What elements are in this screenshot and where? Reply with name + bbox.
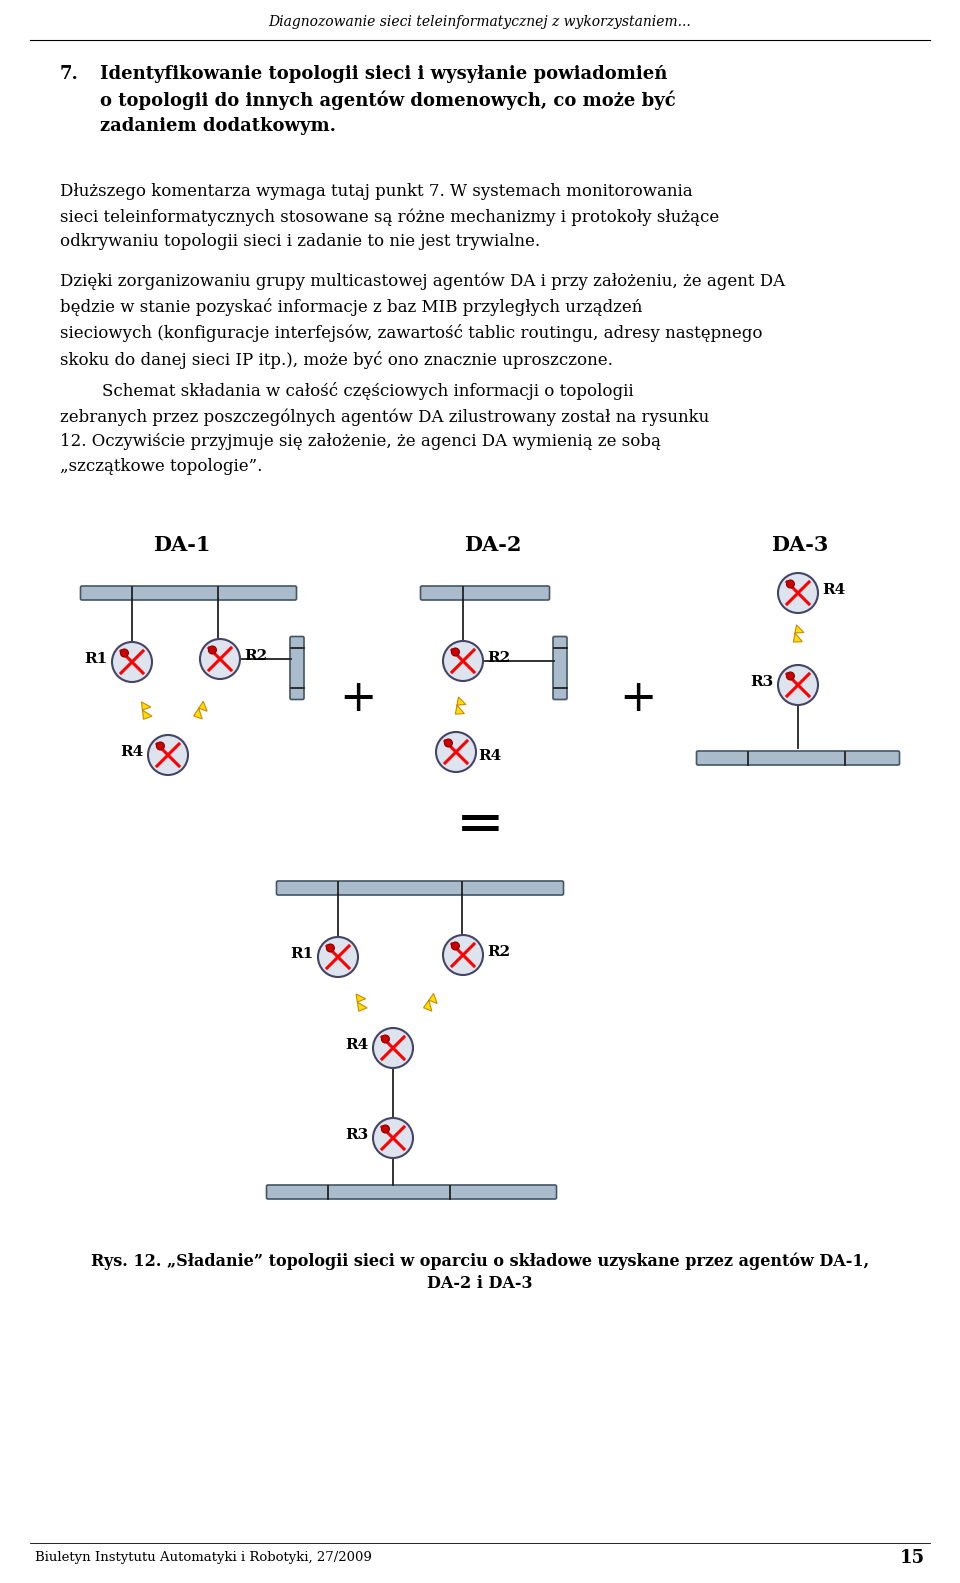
Circle shape (112, 643, 152, 682)
FancyBboxPatch shape (420, 586, 549, 600)
Circle shape (381, 1035, 390, 1043)
FancyBboxPatch shape (290, 636, 304, 700)
Text: R2: R2 (487, 651, 510, 665)
Text: Biuletyn Instytutu Automatyki i Robotyki, 27/2009: Biuletyn Instytutu Automatyki i Robotyki… (35, 1551, 372, 1564)
Circle shape (786, 579, 795, 587)
Text: =: = (456, 796, 504, 853)
Text: Identyfikowanie topologii sieci i wysyłanie powiadomień
o topologii do innych ag: Identyfikowanie topologii sieci i wysyła… (100, 65, 676, 135)
Text: DA-2 i DA-3: DA-2 i DA-3 (427, 1274, 533, 1292)
FancyBboxPatch shape (267, 1186, 557, 1198)
Text: +: + (339, 676, 376, 720)
Text: R3: R3 (751, 674, 774, 689)
Circle shape (786, 673, 795, 681)
Text: R3: R3 (346, 1129, 369, 1141)
Circle shape (200, 640, 240, 679)
Polygon shape (141, 701, 152, 719)
Circle shape (120, 649, 129, 657)
Text: 15: 15 (900, 1550, 925, 1567)
Text: +: + (619, 676, 657, 720)
Text: DA-1: DA-1 (154, 535, 211, 556)
Polygon shape (423, 994, 437, 1012)
FancyBboxPatch shape (81, 586, 297, 600)
Circle shape (443, 936, 483, 975)
Circle shape (778, 665, 818, 704)
Text: Dzięki zorganizowaniu grupy multicastowej agentów DA i przy założeniu, że agent : Dzięki zorganizowaniu grupy multicastowe… (60, 272, 785, 369)
Text: R4: R4 (346, 1038, 369, 1053)
Text: R1: R1 (291, 947, 314, 961)
Polygon shape (793, 625, 804, 643)
Polygon shape (356, 994, 367, 1012)
Text: R2: R2 (244, 649, 267, 663)
Text: 7.: 7. (60, 65, 79, 82)
Circle shape (451, 647, 460, 655)
Text: DA-2: DA-2 (465, 535, 521, 556)
Text: R4: R4 (822, 583, 845, 597)
Text: Schemat składania w całość częściowych informacji o topologii
zebranych przez po: Schemat składania w całość częściowych i… (60, 382, 709, 475)
FancyBboxPatch shape (553, 636, 567, 700)
Circle shape (443, 641, 483, 681)
Circle shape (318, 937, 358, 977)
Text: R1: R1 (84, 652, 108, 666)
Text: R2: R2 (487, 945, 510, 959)
Text: Dłuższego komentarza wymaga tutaj punkt 7. W systemach monitorowania
sieci telei: Dłuższego komentarza wymaga tutaj punkt … (60, 184, 719, 250)
FancyBboxPatch shape (276, 882, 564, 894)
Circle shape (444, 739, 452, 747)
Circle shape (148, 735, 188, 776)
Text: Diagnozowanie sieci teleinformatycznej z wykorzystaniem...: Diagnozowanie sieci teleinformatycznej z… (269, 14, 691, 28)
Polygon shape (455, 697, 466, 714)
Circle shape (778, 573, 818, 613)
Text: R4: R4 (121, 746, 144, 758)
Polygon shape (194, 701, 207, 719)
Circle shape (208, 646, 216, 654)
Circle shape (326, 943, 334, 951)
Circle shape (373, 1027, 413, 1069)
Text: Rys. 12. „Sładanie” topologii sieci w oparciu o składowe uzyskane przez agentów : Rys. 12. „Sładanie” topologii sieci w op… (91, 1252, 869, 1270)
Circle shape (373, 1118, 413, 1159)
Text: R4: R4 (478, 749, 501, 763)
FancyBboxPatch shape (697, 750, 900, 765)
Text: DA-3: DA-3 (771, 535, 828, 556)
Circle shape (436, 731, 476, 773)
Circle shape (451, 942, 460, 950)
Circle shape (156, 742, 164, 750)
Circle shape (381, 1126, 390, 1133)
